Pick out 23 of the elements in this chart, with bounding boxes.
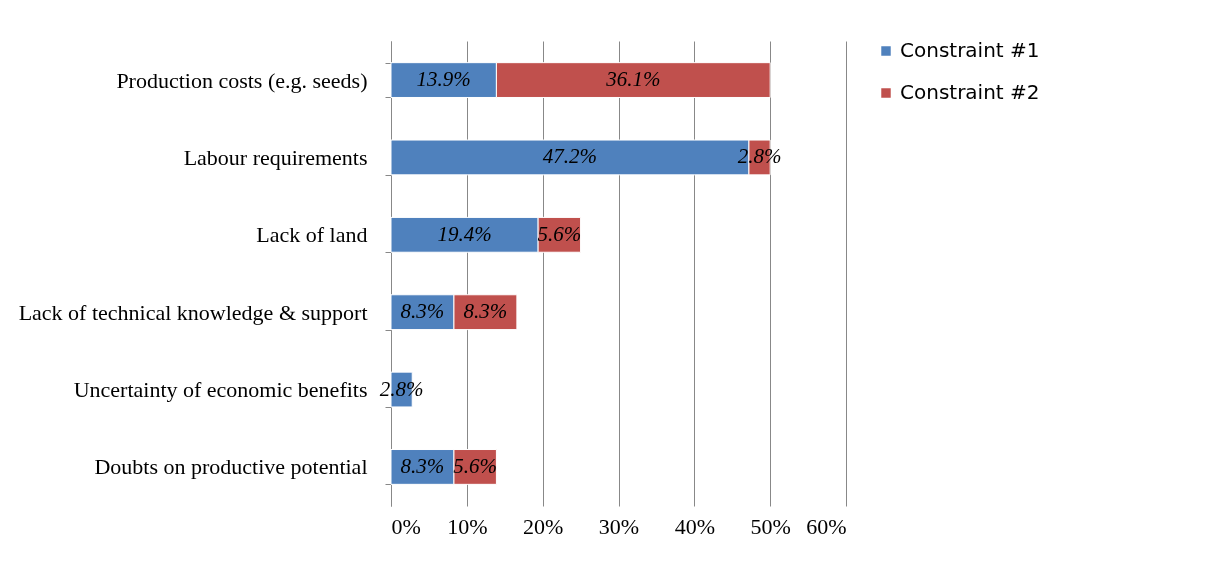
legend-label: Constraint #2 bbox=[900, 80, 1040, 104]
y-tick-label: Doubts on productive potential bbox=[94, 454, 368, 480]
data-label: 47.2% bbox=[542, 144, 598, 169]
data-label: 19.4% bbox=[437, 221, 492, 246]
x-tick-label: 40% bbox=[674, 513, 715, 539]
x-tick-label: 0% bbox=[391, 513, 421, 539]
x-tick-label: 60% bbox=[806, 513, 847, 539]
x-tick-label: 30% bbox=[598, 513, 640, 539]
y-tick-label: Lack of land bbox=[256, 222, 368, 248]
data-label: 8.3% bbox=[463, 299, 508, 324]
x-tick-label: 10% bbox=[447, 513, 488, 539]
y-tick-label: Labour requirements bbox=[183, 144, 368, 170]
x-tick-label: 20% bbox=[523, 513, 564, 539]
y-tick-label: Production costs (e.g. seeds) bbox=[116, 67, 368, 93]
data-label: 8.3% bbox=[400, 453, 445, 478]
data-label: 36.1% bbox=[605, 67, 661, 92]
data-label: 8.3% bbox=[400, 299, 445, 324]
x-tick-label: 50% bbox=[750, 513, 791, 539]
y-tick-label: Lack of technical knowledge & support bbox=[18, 299, 368, 325]
legend-label: Constraint #1 bbox=[900, 38, 1040, 62]
data-label: 2.8% bbox=[737, 144, 782, 169]
y-tick-label: Uncertainty of economic benefits bbox=[73, 377, 368, 403]
data-label: 13.9% bbox=[416, 67, 471, 92]
